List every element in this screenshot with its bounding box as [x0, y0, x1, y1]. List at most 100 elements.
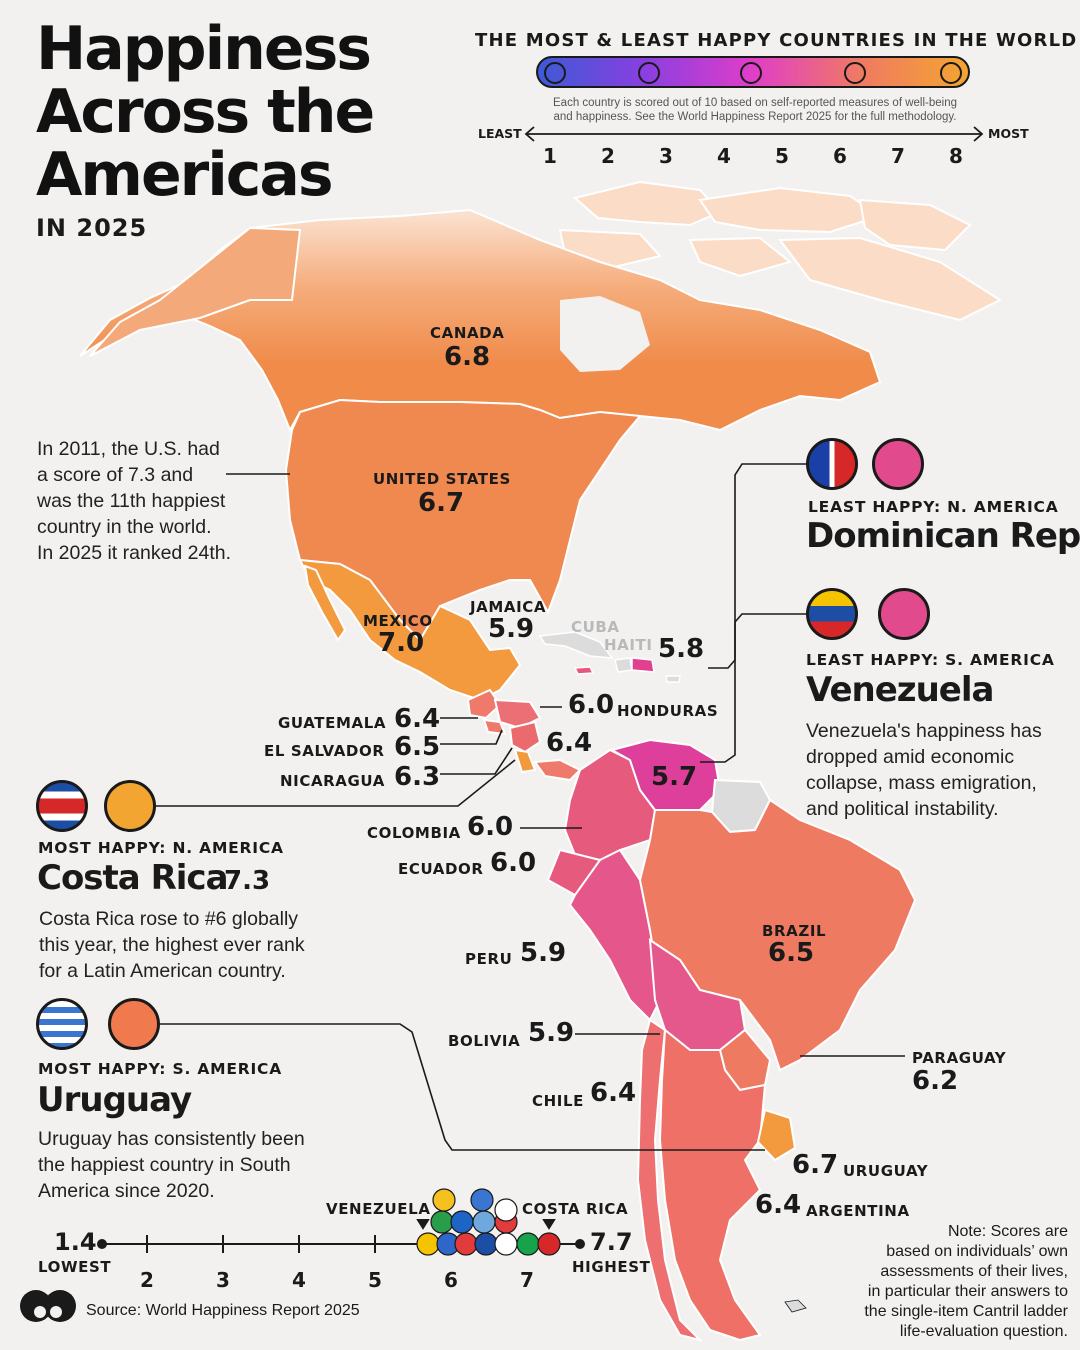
- connector-lines: [155, 463, 905, 1151]
- scale-tick-6: 6: [833, 144, 847, 168]
- mexico-label: MEXICO: [363, 612, 433, 630]
- methodology-footnote: Note: Scores are based on individuals’ o…: [820, 1222, 1068, 1342]
- bottom-marker-costa-rica: COSTA RICA: [522, 1200, 629, 1218]
- least-happy-sa-label: LEAST HAPPY: S. AMERICA: [806, 651, 1055, 669]
- title-line-1: Happiness: [36, 14, 372, 84]
- most-happy-na-label: MOST HAPPY: N. AMERICA: [38, 839, 284, 857]
- footnote-line-3: assessments of their lives,: [880, 1263, 1068, 1280]
- hudson-bay: [560, 296, 650, 372]
- scale-tick-7: 7: [891, 144, 905, 168]
- most-happy-na-score: 7.3: [224, 866, 271, 896]
- costa-rica-region: [513, 748, 537, 774]
- guatemala-label: GUATEMALA: [278, 714, 387, 732]
- venezuela-flag-icon: [806, 588, 858, 640]
- neutral-face-icon: [878, 588, 930, 640]
- most-happy-na-country: Costa Rica: [37, 858, 229, 898]
- costa-rica-flag-icon: [36, 780, 88, 832]
- flag-dot-cluster: [416, 1188, 561, 1256]
- panama-region: [533, 758, 582, 782]
- most-happy-na-text-line-1: Costa Rica rose to #6 globally: [39, 908, 299, 930]
- most-happy-sa-country: Uruguay: [37, 1080, 192, 1120]
- mexico-score: 7.0: [378, 628, 425, 658]
- us-note: In 2011, the U.S. had a score of 7.3 and…: [37, 436, 231, 566]
- peru-score: 5.9: [520, 938, 567, 968]
- smile-face-icon: [844, 62, 866, 84]
- bottom-tick-2: 2: [140, 1268, 154, 1292]
- scale-tick-2: 2: [601, 144, 615, 168]
- dominican-rep-score: 5.8: [658, 634, 705, 664]
- least-happy-sa-text-line-2: dropped amid economic: [806, 746, 1015, 768]
- argentina-score: 6.4: [755, 1190, 802, 1220]
- footnote-line-1: Note: Scores are: [947, 1223, 1068, 1240]
- very-sad-face-icon: [544, 62, 566, 84]
- haiti-label: HAITI: [604, 636, 653, 654]
- cuba-region: [538, 631, 614, 659]
- nicaragua-region: [508, 720, 542, 754]
- legend-note-line-2: and happiness. See the World Happiness R…: [553, 111, 957, 123]
- haiti-region: [614, 657, 633, 673]
- source-credit: Source: World Happiness Report 2025: [86, 1302, 360, 1319]
- bottom-marker-venezuela: VENEZUELA: [326, 1200, 431, 1218]
- panama-score: 6.4: [546, 728, 593, 758]
- uruguay-region: [756, 1108, 797, 1162]
- us-note-line-3: was the 11th happiest: [37, 490, 226, 512]
- nicaragua-score: 6.3: [394, 762, 441, 792]
- paraguay-label: PARAGUAY: [912, 1049, 1007, 1067]
- scale-most-label: MOST: [988, 126, 1029, 141]
- united-states-label: UNITED STATES: [373, 470, 511, 488]
- bottom-tick-4: 4: [292, 1268, 306, 1292]
- least-happy-sa-text-line-4: and political instability.: [806, 798, 999, 820]
- page-subtitle: IN 2025: [36, 214, 148, 242]
- baja-peninsula: [303, 564, 347, 642]
- colombia-label: COLOMBIA: [367, 824, 461, 842]
- nicaragua-label: NICARAGUA: [280, 772, 385, 790]
- lowest-label: LOWEST: [38, 1258, 112, 1276]
- dominican-rep-region: [631, 657, 655, 673]
- visual-capitalist-logo: [20, 1290, 76, 1322]
- big-smile-face-icon: [104, 780, 156, 832]
- chile-score: 6.4: [590, 1078, 637, 1108]
- alaska-region: [89, 226, 302, 357]
- highest-label: HIGHEST: [572, 1258, 651, 1276]
- legend-heading: THE MOST & LEAST HAPPY COUNTRIES IN THE …: [475, 30, 1078, 51]
- neutral-face-icon: [740, 62, 762, 84]
- most-happy-sa-text-line-3: America since 2020.: [38, 1180, 215, 1202]
- brazil-score: 6.5: [768, 938, 815, 968]
- falklands-region: [784, 1299, 807, 1313]
- el-salvador-region: [482, 718, 507, 736]
- footnote-line-5: the single-item Cantril ladder: [864, 1303, 1068, 1320]
- most-happy-na-text-line-2: this year, the highest ever rank: [39, 934, 305, 956]
- chile-label: CHILE: [532, 1092, 584, 1110]
- chile-region: [636, 1018, 704, 1342]
- smile-face-icon: [108, 998, 160, 1050]
- el-salvador-label: EL SALVADOR: [264, 742, 385, 760]
- brazil-label: BRAZIL: [762, 922, 827, 940]
- ecuador-label: ECUADOR: [398, 860, 484, 878]
- uruguay-flag-icon: [36, 998, 88, 1050]
- ecuador-score: 6.0: [490, 848, 537, 878]
- jamaica-score: 5.9: [488, 614, 535, 644]
- honduras-label: HONDURAS: [617, 702, 719, 720]
- canada-label: CANADA: [430, 324, 505, 342]
- highest-value: 7.7: [590, 1228, 633, 1256]
- least-happy-sa-text-line-3: collapse, mass emigration,: [806, 772, 1037, 794]
- sad-face-icon: [638, 62, 660, 84]
- colombia-score: 6.0: [467, 812, 514, 842]
- big-smile-face-icon: [940, 62, 962, 84]
- jamaica-region: [573, 666, 595, 675]
- us-note-line-2: a score of 7.3 and: [37, 464, 194, 486]
- lowest-value: 1.4: [54, 1228, 97, 1256]
- scale-tick-1: 1: [543, 144, 557, 168]
- paraguay-score: 6.2: [912, 1066, 959, 1096]
- bottom-tick-7: 7: [520, 1268, 534, 1292]
- neutral-face-icon: [872, 438, 924, 490]
- us-note-line-4: country in the world.: [37, 516, 212, 538]
- legend-note: Each country is scored out of 10 based o…: [505, 96, 1005, 124]
- scale-tick-8: 8: [949, 144, 963, 168]
- peru-label: PERU: [465, 950, 513, 968]
- most-happy-sa-text-line-1: Uruguay has consistently been: [38, 1128, 305, 1150]
- footnote-line-6: life-evaluation question.: [899, 1323, 1068, 1340]
- united-states-score: 6.7: [418, 488, 465, 518]
- puerto-rico-region: [665, 675, 681, 683]
- us-note-line-5: In 2025 it ranked 24th.: [37, 542, 232, 564]
